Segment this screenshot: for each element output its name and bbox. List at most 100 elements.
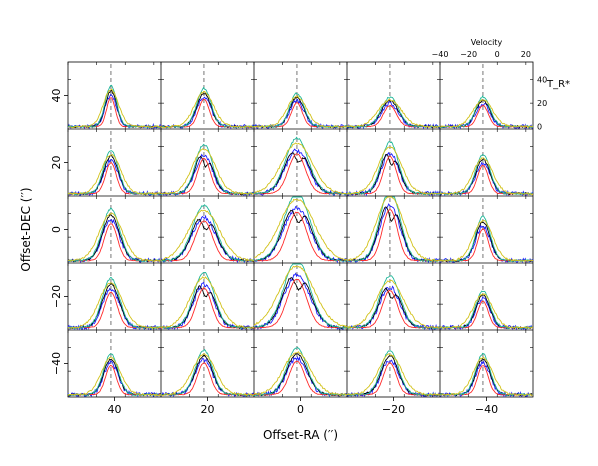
spectrum-line <box>440 360 533 398</box>
spectrum-line <box>253 265 348 328</box>
spectrum-line <box>253 278 348 329</box>
inset-y-tick-label: 20 <box>537 99 547 108</box>
spectrum-line <box>67 218 162 263</box>
spectrum-line <box>346 99 441 129</box>
spectrum-line <box>439 99 534 129</box>
spectrum-line <box>254 198 348 261</box>
x-tick-label: 40 <box>108 403 122 416</box>
inset-x-tick-label: −40 <box>432 50 449 59</box>
inset-y-tick-label: 0 <box>537 123 542 132</box>
spectrum-line <box>67 155 162 196</box>
spectrum-line <box>439 296 534 331</box>
spectrum-line <box>160 92 255 129</box>
spectrum-line <box>346 275 441 330</box>
spectrum-line <box>68 97 162 128</box>
spectrum-line <box>160 204 255 263</box>
spectrum-line <box>253 206 348 264</box>
spectrum-line <box>253 346 348 397</box>
x-tick-label: 0 <box>297 403 304 416</box>
y-tick-label: −20 <box>50 285 63 308</box>
spectrum-line <box>253 196 348 262</box>
inset-x-tick-label: −20 <box>460 50 477 59</box>
spectrum-line <box>160 209 255 262</box>
spectrum-line <box>253 98 348 130</box>
y-tick-label: 40 <box>50 89 63 103</box>
spectrum-line <box>67 162 162 195</box>
spectrum-line <box>160 218 255 263</box>
spectrum-line <box>346 362 441 396</box>
spectrum-line <box>160 272 255 330</box>
spectrum-line <box>67 364 162 396</box>
spectrum-line <box>439 352 534 397</box>
spectrum-line <box>439 365 534 396</box>
spectrum-line <box>253 351 348 396</box>
spectrum-line <box>346 350 441 397</box>
spectrum-line <box>346 100 441 130</box>
y-tick-label: −40 <box>50 352 63 375</box>
inset-x-tick-label: 0 <box>495 50 500 59</box>
spectrum-line <box>67 153 161 195</box>
spectrum-line <box>160 155 255 196</box>
spectrum-line <box>160 353 255 397</box>
spectrum-line <box>439 300 534 329</box>
spectrum-line <box>253 142 348 195</box>
spectrum-line <box>160 96 255 130</box>
spectrum-line <box>253 153 348 195</box>
spectrum-line <box>253 102 348 128</box>
spectrum-line <box>67 88 162 129</box>
spectrum-line <box>346 98 441 129</box>
spectrum-line <box>253 136 348 196</box>
spectrum-line <box>160 220 255 262</box>
spectrum-line <box>439 356 534 397</box>
plot-frame <box>67 61 534 398</box>
spectrum-line <box>253 94 348 129</box>
spectrum-line <box>439 228 534 262</box>
spectrum-line <box>253 152 348 196</box>
spectrum-line <box>346 156 441 195</box>
spectrum-line <box>346 285 441 331</box>
spectrum-line <box>67 94 162 130</box>
spectrum-line <box>439 220 534 263</box>
spectrum-line <box>160 143 255 196</box>
spectrum-line <box>160 355 255 397</box>
spectrum-line <box>253 92 348 129</box>
spectrum-line <box>160 157 255 195</box>
y-axis-title: Offset-DEC (′′) <box>19 187 33 271</box>
spectrum-line <box>67 212 162 263</box>
spectrum-line <box>160 357 255 398</box>
spectrum-line <box>346 96 441 129</box>
spectrum-line <box>439 157 534 196</box>
spectrum-line <box>160 153 255 196</box>
spectrum-line <box>439 99 533 129</box>
spectrum-line <box>346 203 441 264</box>
spectrum-line <box>346 153 441 196</box>
spectrum-line <box>347 141 441 196</box>
spectrum-line <box>439 357 534 397</box>
spectrum-line <box>346 196 441 262</box>
spectrum-line <box>67 150 162 196</box>
spectrum-line <box>161 90 255 129</box>
spectrum-line <box>67 356 162 397</box>
spectrum-line <box>160 276 255 330</box>
spectrum-line <box>160 362 255 396</box>
spectrum-line <box>439 158 534 196</box>
spectrum-line <box>439 221 534 263</box>
inset-y-title: T_R* <box>546 79 570 90</box>
spectrum-line <box>160 281 255 331</box>
y-tick-label: 0 <box>50 226 63 233</box>
spectrum-line <box>67 223 162 262</box>
x-axis-title: Offset-RA (′′) <box>263 428 338 442</box>
spectrum-line <box>439 105 534 128</box>
spectrum-line <box>439 294 533 330</box>
spectrum-line <box>346 146 441 195</box>
spectrum-line <box>161 287 255 329</box>
spectrum-line <box>253 263 348 330</box>
spectrum-line <box>67 287 162 331</box>
spectrum-line <box>67 207 162 263</box>
y-tick-label: 20 <box>50 156 63 170</box>
spectrum-line <box>346 196 441 263</box>
inset-x-title: Velocity <box>471 38 503 47</box>
spectrum-line <box>253 95 348 129</box>
